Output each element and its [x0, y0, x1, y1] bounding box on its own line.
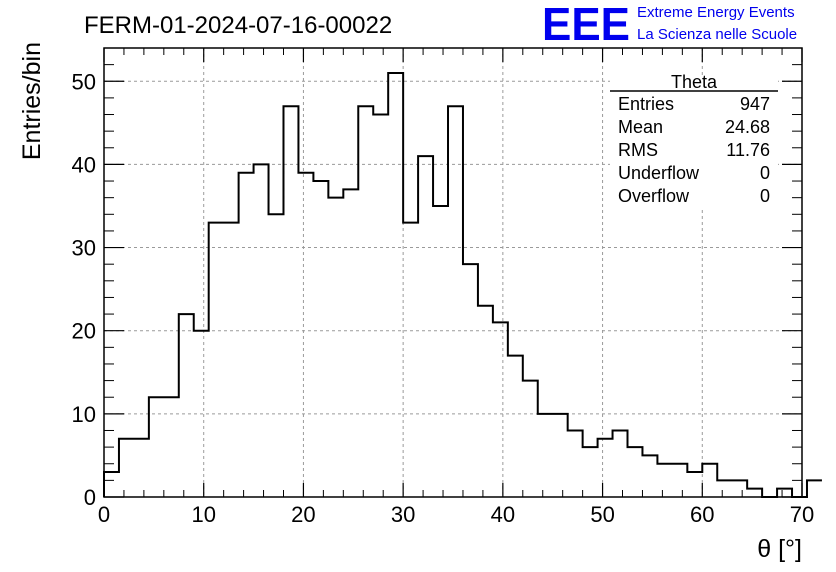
y-tick-label: 10 — [72, 402, 96, 427]
y-tick-label: 50 — [72, 69, 96, 94]
x-tick-label: 70 — [790, 502, 814, 527]
plot-frame — [103, 47, 803, 498]
stats-label-mean: Mean — [618, 117, 663, 137]
y-tick-label: 30 — [72, 236, 96, 261]
y-tick-label: 20 — [72, 319, 96, 344]
y-tick-labels: 0 10 20 30 40 50 — [72, 69, 96, 510]
stats-title: Theta — [671, 72, 718, 92]
y-tick-label: 40 — [72, 152, 96, 177]
y-tick-label: 0 — [84, 485, 96, 510]
x-tick-label: 10 — [191, 502, 215, 527]
x-axis-label: θ [°] — [757, 535, 802, 563]
stats-label-entries: Entries — [618, 94, 674, 114]
stats-value-entries: 947 — [740, 94, 770, 114]
stats-value-underflow: 0 — [760, 163, 770, 183]
eee-logo-mark: EEE — [542, 0, 630, 50]
x-tick-label: 0 — [98, 502, 110, 527]
eee-logo: EEE Extreme Energy Events La Scienza nel… — [542, 0, 797, 50]
x-tick-label: 40 — [491, 502, 515, 527]
x-tick-label: 60 — [690, 502, 714, 527]
stats-box: Theta Entries 947 Mean 24.68 RMS 11.76 U… — [610, 72, 778, 208]
stats-value-mean: 24.68 — [725, 117, 770, 137]
stats-box-bg — [610, 78, 778, 208]
x-tick-label: 30 — [391, 502, 415, 527]
stats-label-overflow: Overflow — [618, 186, 690, 206]
stats-label-underflow: Underflow — [618, 163, 700, 183]
eee-logo-line2: La Scienza nelle Scuole — [637, 26, 797, 43]
x-tick-label: 50 — [590, 502, 614, 527]
histogram-series — [103, 71, 822, 498]
y-axis-label: Entries/bin — [18, 42, 46, 160]
stats-value-overflow: 0 — [760, 186, 770, 206]
stats-value-rms: 11.76 — [726, 140, 770, 160]
x-tick-labels: 0 10 20 30 40 50 60 70 — [98, 502, 814, 527]
chart-title: FERM-01-2024-07-16-00022 — [84, 12, 392, 39]
eee-logo-line1: Extreme Energy Events — [637, 4, 795, 21]
x-tick-label: 20 — [291, 502, 315, 527]
stats-label-rms: RMS — [618, 140, 658, 160]
